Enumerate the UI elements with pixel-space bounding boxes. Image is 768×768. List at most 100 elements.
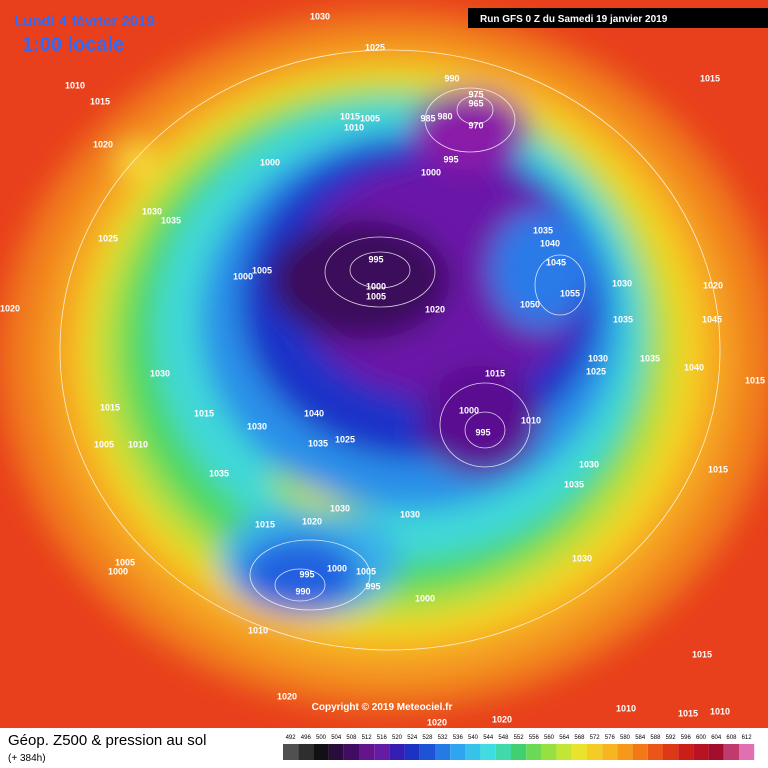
colorbar-label: 564 bbox=[559, 735, 570, 741]
isobar-label: 1010 bbox=[344, 122, 364, 132]
isobar-label: 1010 bbox=[710, 706, 730, 716]
isobar-label: 1055 bbox=[560, 288, 580, 298]
isobar-label: 1015 bbox=[678, 708, 698, 718]
isobar-label: 1035 bbox=[161, 215, 181, 225]
isobar-label: 1035 bbox=[613, 314, 633, 324]
colorbar-cell bbox=[404, 744, 420, 760]
local-time: 1:00 locale bbox=[22, 34, 124, 56]
isobar-label: 1030 bbox=[150, 368, 170, 378]
colorbar-label: 584 bbox=[635, 735, 646, 741]
isobar-label: 990 bbox=[295, 586, 310, 596]
isobar-label: 1005 bbox=[356, 566, 376, 576]
isobar-label: 1030 bbox=[400, 509, 420, 519]
isobar-label: 1030 bbox=[612, 278, 632, 288]
isobar-label: 1015 bbox=[255, 519, 275, 529]
isobar-label: 1035 bbox=[564, 479, 584, 489]
isobar-label: 1000 bbox=[415, 593, 435, 603]
isobar-label: 1020 bbox=[277, 691, 297, 701]
isobar-label: 1010 bbox=[248, 625, 268, 635]
colorbar-label: 520 bbox=[392, 735, 403, 741]
isobar-label: 1020 bbox=[427, 717, 447, 727]
colorbar-cell bbox=[359, 744, 375, 760]
isobar-label: 1015 bbox=[100, 402, 120, 412]
colorbar-label: 612 bbox=[742, 735, 753, 741]
isobar-label: 1045 bbox=[702, 314, 722, 324]
isobar-label: 1005 bbox=[360, 113, 380, 123]
isobar-label: 1015 bbox=[692, 649, 712, 659]
product-title: Géop. Z500 & pression au sol bbox=[8, 732, 206, 749]
isobar-label: 1015 bbox=[700, 73, 720, 83]
colorbar-label: 532 bbox=[438, 735, 449, 741]
copyright: Copyright © 2019 Meteociel.fr bbox=[312, 702, 453, 713]
colorbar-cell bbox=[632, 744, 648, 760]
colorbar-label: 604 bbox=[711, 735, 722, 741]
colorbar-label: 572 bbox=[590, 735, 601, 741]
isobar-label: 1000 bbox=[421, 167, 441, 177]
colorbar-cell bbox=[343, 744, 359, 760]
isobar-label: 1000 bbox=[459, 405, 479, 415]
isobar-label: 970 bbox=[468, 120, 483, 130]
isobar-label: 1000 bbox=[108, 566, 128, 576]
colorbar: 492 496 500 504 508 512 516 520 524 528 532 536 540 5… bbox=[283, 735, 755, 760]
isobar-label: 1000 bbox=[233, 271, 253, 281]
colorbar-label: 592 bbox=[666, 735, 677, 741]
isobar-label: 1050 bbox=[520, 299, 540, 309]
colorbar-label: 596 bbox=[681, 735, 692, 741]
isobar-label: 1030 bbox=[579, 459, 599, 469]
colorbar-label: 552 bbox=[514, 735, 525, 741]
isobar-label: 1015 bbox=[485, 368, 505, 378]
isobar-label: 1010 bbox=[65, 80, 85, 90]
isobar-label: 975 bbox=[468, 89, 483, 99]
isobar-label: 965 bbox=[468, 98, 483, 108]
colorbar-label: 608 bbox=[726, 735, 737, 741]
isobar-label: 1000 bbox=[327, 563, 347, 573]
colorbar-cell bbox=[678, 744, 694, 760]
colorbar-label: 492 bbox=[286, 735, 297, 741]
isobar-label: 1035 bbox=[308, 438, 328, 448]
isobar-label: 1040 bbox=[304, 408, 324, 418]
isobar-label: 1015 bbox=[194, 408, 214, 418]
isobar-label: 1010 bbox=[128, 439, 148, 449]
colorbar-cell bbox=[723, 744, 739, 760]
colorbar-cell bbox=[465, 744, 481, 760]
colorbar-cell bbox=[283, 744, 299, 760]
isobar-label: 1020 bbox=[93, 139, 113, 149]
colorbar-cell bbox=[450, 744, 466, 760]
isobar-label: 1025 bbox=[335, 434, 355, 444]
valid-date: Lundi 4 février 2019 bbox=[14, 13, 155, 30]
colorbar-label: 600 bbox=[696, 735, 707, 741]
isobar-label: 1020 bbox=[703, 280, 723, 290]
isobar-label: 985 bbox=[420, 113, 435, 123]
isobar-label: 995 bbox=[475, 427, 490, 437]
colorbar-label: 516 bbox=[377, 735, 388, 741]
isobar-label: 1005 bbox=[252, 265, 272, 275]
colorbar-cell bbox=[571, 744, 587, 760]
isobar-label: 1010 bbox=[521, 415, 541, 425]
isobar-label: 1005 bbox=[366, 291, 386, 301]
colorbar-label: 540 bbox=[468, 735, 479, 741]
isobar-label: 1025 bbox=[586, 366, 606, 376]
colorbar-label: 556 bbox=[529, 735, 540, 741]
isobar-label: 1045 bbox=[546, 257, 566, 267]
isobar-label: 1030 bbox=[310, 11, 330, 21]
isobar-label: 995 bbox=[368, 254, 383, 264]
colorbar-cell bbox=[419, 744, 435, 760]
isobar-label: 1040 bbox=[540, 238, 560, 248]
colorbar-cell bbox=[739, 744, 755, 760]
colorbar-label: 508 bbox=[346, 735, 357, 741]
isobar-label: 1030 bbox=[588, 353, 608, 363]
colorbar-cell bbox=[313, 744, 329, 760]
colorbar-cell bbox=[298, 744, 314, 760]
isobar-label: 1035 bbox=[533, 225, 553, 235]
isobar-label: 1015 bbox=[708, 464, 728, 474]
isobar-label: 1035 bbox=[640, 353, 660, 363]
isobar-label: 1020 bbox=[0, 303, 20, 313]
isobar-label: 1030 bbox=[330, 503, 350, 513]
isobar-label: 1025 bbox=[365, 42, 385, 52]
map-field bbox=[0, 0, 768, 728]
run-info: Run GFS 0 Z du Samedi 19 janvier 2019 bbox=[480, 14, 668, 25]
colorbar-cell bbox=[435, 744, 451, 760]
isobar-label: 1000 bbox=[366, 281, 386, 291]
